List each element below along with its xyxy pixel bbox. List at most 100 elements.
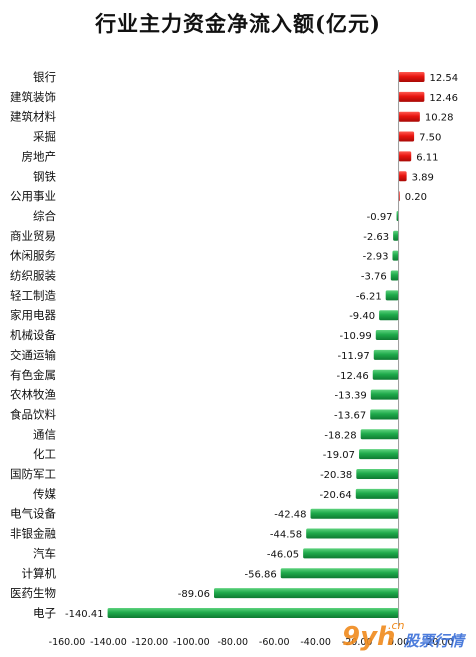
bar-化工	[359, 449, 399, 460]
value-label: -2.93	[363, 252, 389, 263]
bar-通信	[360, 429, 399, 440]
watermark-brand-text: 股票行情	[403, 632, 467, 650]
category-label: 轻工制造	[10, 288, 56, 302]
category-label: 家用电器	[10, 308, 56, 322]
value-label: -19.07	[323, 450, 355, 461]
value-label: -13.67	[334, 410, 366, 421]
category-label: 机械设备	[10, 328, 56, 342]
value-label: 0.20	[405, 192, 427, 203]
bar-机械设备	[375, 330, 399, 341]
watermark-domain-text: .cn	[388, 619, 405, 632]
category-label: 休闲服务	[10, 249, 56, 263]
category-label: 交通运输	[10, 348, 56, 362]
category-label: 综合	[33, 209, 56, 223]
x-tick-label: -100.00	[173, 637, 210, 648]
chart-title: 行业主力资金净流入额(亿元)	[95, 11, 381, 36]
x-tick-label: -40.00	[300, 637, 331, 648]
category-label: 传媒	[33, 487, 56, 501]
category-label: 建筑装饰	[10, 90, 56, 104]
category-label: 公用事业	[10, 189, 56, 203]
bar-商业贸易	[393, 230, 399, 241]
value-label: -20.38	[320, 470, 352, 481]
bar-汽车	[303, 548, 399, 559]
bar-家用电器	[379, 310, 399, 321]
value-label: -6.21	[356, 291, 382, 302]
x-tick-label: -20.00	[342, 637, 373, 648]
watermark-logo: 9yh .cn 股票行情	[342, 619, 467, 652]
value-label: -140.41	[65, 609, 104, 620]
category-label: 国防军工	[10, 467, 56, 481]
bar-交通运输	[373, 349, 399, 360]
category-label: 非银金融	[10, 527, 56, 541]
category-label: 银行	[33, 70, 56, 84]
bar-医药生物	[214, 588, 399, 599]
bar-采掘	[398, 131, 415, 142]
value-label: -2.63	[363, 232, 389, 243]
value-label: 6.11	[416, 152, 438, 163]
x-axis: -160.00 -140.00 -120.00 -100.00 -80.00 -60.00…	[49, 70, 454, 648]
bar-国防军工	[356, 469, 399, 479]
category-label: 食品饮料	[10, 407, 56, 421]
bar-非银金融	[306, 528, 399, 539]
value-label: -42.48	[274, 510, 306, 521]
category-label: 医药生物	[10, 586, 56, 600]
value-label: -56.86	[244, 569, 276, 580]
value-label: -89.06	[178, 589, 210, 600]
x-tick-label: 20.00	[426, 637, 453, 648]
category-labels: 银行建筑装饰建筑材料采掘房地产钢铁公用事业综合商业贸易休闲服务纺织服装轻工制造家…	[10, 70, 56, 620]
category-label: 有色金属	[10, 368, 56, 382]
category-label: 电子	[33, 606, 56, 620]
category-label: 化工	[33, 447, 56, 461]
x-tick-label: -60.00	[259, 637, 290, 648]
x-tick-label: -80.00	[217, 637, 248, 648]
value-label: 12.54	[430, 73, 459, 84]
bar-银行	[398, 72, 425, 82]
value-label: -0.97	[367, 212, 393, 223]
bar-建筑材料	[398, 111, 420, 122]
bar-休闲服务	[392, 250, 399, 261]
bar-食品饮料	[370, 409, 399, 420]
bar-电气设备	[310, 508, 399, 519]
bar-建筑装饰	[398, 91, 425, 102]
value-label: -18.28	[324, 430, 356, 441]
value-label: -44.58	[270, 530, 302, 541]
value-label: -20.64	[320, 490, 352, 501]
value-label: -3.76	[361, 272, 387, 283]
x-tick-label: 0.00	[388, 637, 409, 648]
x-tick-label: -120.00	[132, 637, 169, 648]
bar-电子	[107, 607, 399, 618]
category-label: 建筑材料	[10, 110, 56, 124]
value-label: -10.99	[340, 331, 372, 342]
category-label: 计算机	[22, 566, 57, 580]
bar-传媒	[355, 488, 399, 499]
value-label: 10.28	[425, 113, 454, 124]
value-label: -11.97	[338, 351, 370, 362]
category-label: 汽车	[33, 546, 56, 560]
value-label: 12.46	[429, 93, 458, 104]
category-label: 纺织服装	[10, 269, 56, 283]
bar-有色金属	[372, 369, 399, 380]
bar-计算机	[280, 568, 399, 579]
bar-轻工制造	[385, 290, 399, 301]
category-label: 钢铁	[33, 169, 56, 183]
value-label: -9.40	[349, 311, 375, 322]
x-tick-label: -140.00	[90, 637, 127, 648]
category-label: 商业贸易	[10, 229, 56, 243]
value-label: -13.39	[335, 391, 367, 402]
value-label: 7.50	[419, 133, 441, 144]
category-label: 农林牧渔	[10, 388, 56, 402]
category-label: 通信	[33, 427, 56, 441]
watermark-logo-text: 9yh	[342, 622, 396, 652]
bars-group	[107, 72, 425, 618]
value-label: -12.46	[336, 371, 368, 382]
x-tick-label: -160.00	[49, 637, 86, 648]
value-label: -46.05	[267, 549, 299, 560]
category-label: 采掘	[33, 130, 56, 144]
value-label: 3.89	[412, 172, 434, 183]
category-label: 电气设备	[10, 507, 56, 521]
category-label: 房地产	[22, 149, 57, 163]
bar-房地产	[398, 151, 412, 162]
value-labels: 12.54 12.46 10.28 7.50 6.11 3.89 0.20 -0.97 -2.6…	[65, 73, 458, 620]
bar-钢铁	[398, 171, 407, 182]
